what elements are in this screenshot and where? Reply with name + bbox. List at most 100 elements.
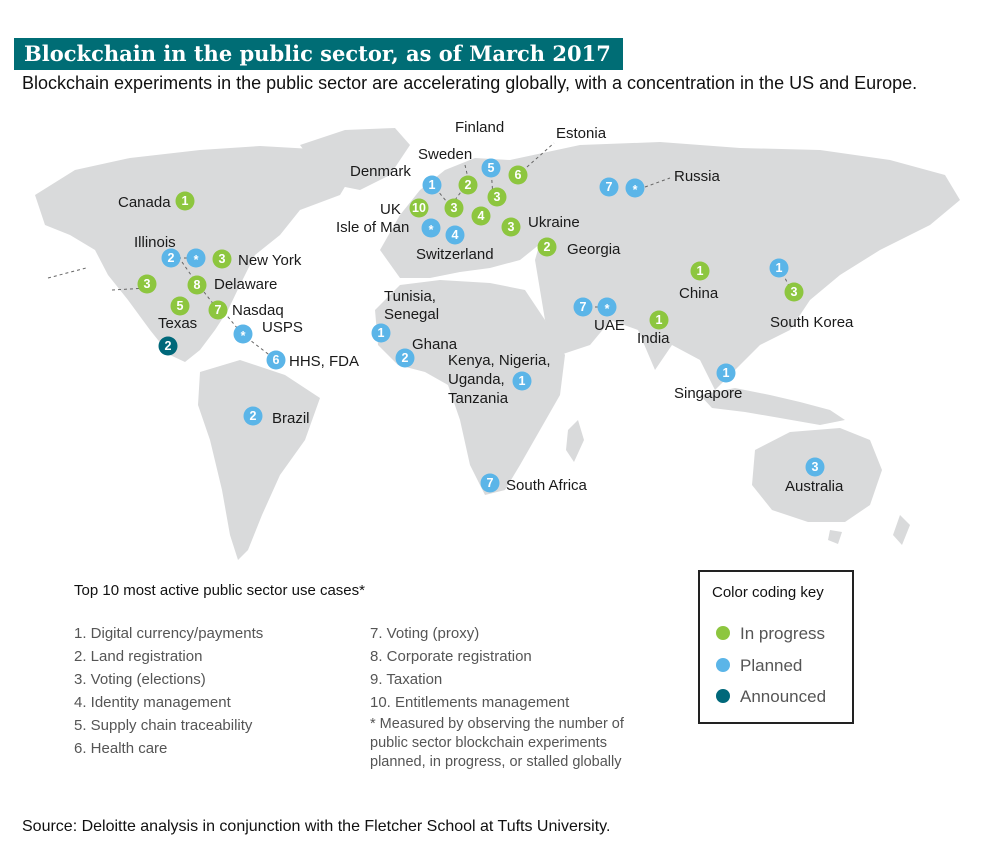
marker-singapore: 1 Singapore [674,363,742,402]
marker-dot-icon [175,191,195,211]
marker-count: 7 [487,476,494,490]
key-label-in-progress: In progress [740,624,826,643]
marker-count: 7 [215,303,222,317]
marker-dot-icon [649,310,669,330]
marker-europe-4: 4 [471,206,491,226]
marker-australia: 3 Australia [785,457,844,495]
marker-count: 6 [273,353,280,367]
marker-dot-icon [784,282,804,302]
marker-count: 2 [165,339,172,353]
marker-dot-icon [487,187,507,207]
use-cases-list-right: 7. Voting (proxy) 8. Corporate registrat… [370,622,569,714]
marker-europe-3b: 3 [444,198,464,218]
marker-dot-icon [716,363,736,383]
country-label: Ghana [412,336,458,353]
marker-count: 7 [580,300,587,314]
land-new-zealand [893,515,910,545]
page-subtitle: Blockchain experiments in the public sec… [22,73,918,93]
land-south-america [198,360,320,560]
marker-dot-icon [187,275,207,295]
marker-count: 3 [508,220,515,234]
marker-dot-icon [769,258,789,278]
marker-brazil: 2 Brazil [243,406,310,427]
country-label: Georgia [567,241,621,258]
use-case-item: 1. Digital currency/payments [74,625,264,642]
country-label: Ukraine [528,214,580,231]
use-cases-list-left: 1. Digital currency/payments 2. Land reg… [74,622,263,760]
marker-south-korea: 3 South Korea [770,282,854,331]
country-label: USPS [262,319,303,336]
marker-dot-icon [161,248,181,268]
marker-switzerland: 4 Switzerland [416,225,494,263]
country-label: Tanzania [448,390,509,407]
marker-count: 3 [812,460,819,474]
marker-dot-icon [422,175,442,195]
marker-count: * [429,223,434,237]
marker-count: 1 [378,326,385,340]
country-label: UK [380,201,401,218]
marker-south-africa: 7 South Africa [480,473,588,494]
use-case-item: 3. Voting (elections) [74,671,206,688]
marker-usps: * USPS [233,319,303,344]
marker-japan: 1 [769,258,789,278]
country-label: Tunisia, [384,288,436,305]
key-row-announced: Announced [716,687,826,707]
marker-count: 10 [412,201,426,215]
marker-count: 1 [656,313,663,327]
use-case-item: 9. Taxation [370,671,443,688]
marker-count: 1 [697,264,704,278]
marker-dot-icon [599,177,619,197]
use-case-item: 2. Land registration [74,648,203,665]
country-label: Senegal [384,306,439,323]
color-key: Color coding key In progress Planned Ann… [698,570,854,724]
country-label: Delaware [214,276,277,293]
marker-us-star: * [186,248,206,268]
country-label: UAE [594,317,625,334]
marker-us-west: 3 [137,274,157,294]
use-cases-footnote: * Measured by observing the number of pu… [370,716,624,770]
page-title: Blockchain in the public sector, as of M… [14,38,623,70]
use-case-item: 8. Corporate registration [370,648,532,665]
marker-count: 1 [776,261,783,275]
marker-count: 4 [478,209,485,223]
use-case-item: 6. Health care [74,740,168,757]
country-label: Kenya, Nigeria, [448,352,551,369]
marker-dot-icon [471,206,491,226]
marker-tunisia-senegal: 1 Tunisia,Senegal [371,288,439,343]
marker-count: 1 [182,194,189,208]
country-label: Sweden [418,146,472,163]
marker-count: 5 [177,299,184,313]
marker-dot-icon [480,473,500,493]
marker-nasdaq: 7 Nasdaq [208,300,284,320]
marker-dot-icon [371,323,391,343]
in-progress-dot-icon [716,626,730,640]
marker-count: 2 [250,409,257,423]
land-africa [375,280,565,495]
marker-dot-icon [137,274,157,294]
marker-india: 1 India [637,310,670,347]
marker-dot-icon [444,198,464,218]
country-label: India [637,330,670,347]
marker-count: * [194,253,199,267]
marker-russia-7: 7 [599,177,619,197]
marker-europe-3a: 3 [487,187,507,207]
marker-dot-icon [625,178,645,198]
marker-dot-icon [266,350,286,370]
marker-dot-icon [508,165,528,185]
marker-delaware: 8 Delaware [187,275,277,295]
marker-dot-icon [690,261,710,281]
land-greenland [300,128,410,190]
country-label: HHS, FDA [289,353,359,370]
marker-sweden: 2 Sweden [418,146,478,195]
marker-count: 3 [144,277,151,291]
marker-dot-icon [409,198,429,218]
marker-dot-icon [501,217,521,237]
marker-count: 2 [544,240,551,254]
key-row-planned: Planned [716,656,802,676]
marker-count: 1 [429,178,436,192]
marker-mexico: 2 [158,336,178,356]
country-label: Singapore [674,385,742,402]
marker-dot-icon [186,248,206,268]
